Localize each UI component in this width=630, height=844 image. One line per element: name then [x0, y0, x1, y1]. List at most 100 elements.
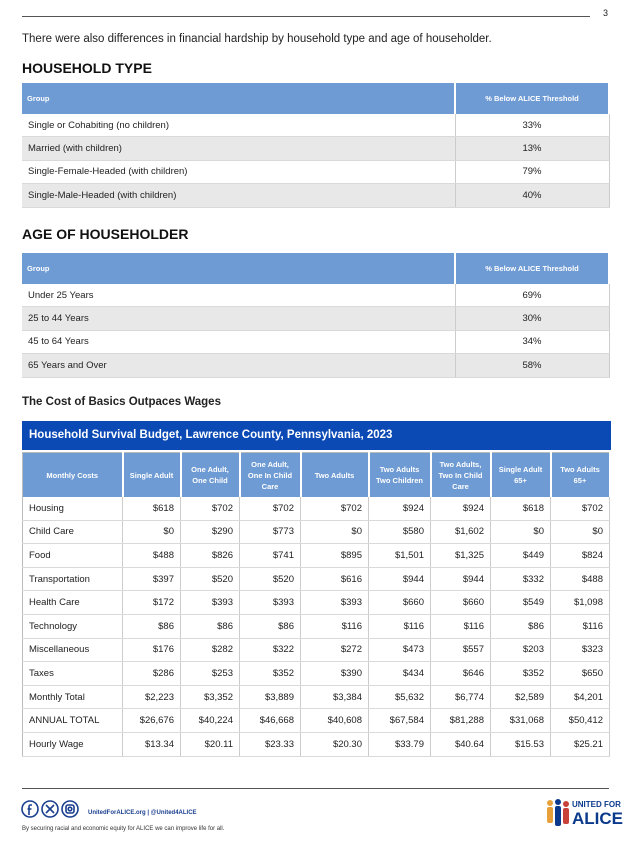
data-table: Group% Below ALICE Threshold Single or Co… [22, 83, 610, 208]
cell-value: $40,608 [300, 708, 369, 733]
cell-value: $580 [368, 520, 431, 545]
row-label: Technology [22, 614, 123, 639]
cell-value: $944 [430, 567, 491, 592]
row-label: Hourly Wage [22, 732, 123, 757]
table-row: Single-Female-Headed (with children) 79% [22, 160, 609, 185]
cell-value: $2,223 [122, 685, 181, 710]
row-label: ANNUAL TOTAL [22, 708, 123, 733]
cell-value: $1,098 [550, 590, 610, 615]
cell-value: $660 [368, 590, 431, 615]
column-header: One Adult, One Child [180, 452, 241, 497]
cell-value: $86 [180, 614, 240, 639]
table-row: Single-Male-Headed (with children) 40% [22, 183, 609, 208]
column-header: Group [22, 83, 456, 114]
table-row: Monthly Total $2,223 $3,352 $3,889 $3,384 $5,… [22, 685, 610, 710]
footer-links: UnitedForALICE.org | @United4ALICE [88, 810, 197, 816]
table-row: Housing $618 $702 $702 $702 $924 $924 $618 $702 [22, 497, 610, 521]
section-heading: The Cost of Basics Outpaces Wages [22, 396, 221, 408]
cell-value: 33% [454, 114, 609, 138]
cell-value: $1,501 [368, 543, 431, 568]
row-label: 45 to 64 Years [22, 330, 455, 355]
cell-value: $5,632 [368, 685, 431, 710]
table-row: Single or Cohabiting (no children) 33% [22, 114, 609, 138]
cell-value: $924 [430, 497, 491, 521]
cell-value: $650 [550, 661, 610, 686]
data-table: Group% Below ALICE Threshold Under 25 Yea… [22, 253, 610, 378]
cell-value: $0 [300, 520, 369, 545]
cell-value: $272 [300, 638, 369, 663]
data-table: Household Survival Budget, Lawrence Coun… [22, 421, 611, 757]
table-row: Technology $86 $86 $86 $116 $116 $116 $86 $116 [22, 614, 610, 639]
cell-value: $488 [122, 543, 181, 568]
cell-value: $23.33 [239, 732, 301, 757]
cell-value: $0 [550, 520, 610, 545]
table-row: Under 25 Years 69% [22, 284, 609, 308]
cell-value: $3,384 [300, 685, 369, 710]
cell-value: $4,201 [550, 685, 610, 710]
intro-text: There were also differences in financial… [22, 33, 492, 45]
cell-value: $449 [490, 543, 551, 568]
cell-value: $0 [122, 520, 181, 545]
table-head: Monthly Costs Single Adult One Adult, One … [22, 452, 611, 497]
cell-value: 34% [454, 330, 609, 355]
cell-value: $13.34 [122, 732, 181, 757]
cell-value: $618 [122, 497, 181, 521]
table-head: Group% Below ALICE Threshold [22, 83, 610, 114]
cell-value: $2,589 [490, 685, 551, 710]
section-heading: HOUSEHOLD TYPE [22, 60, 152, 76]
cell-value: $26,676 [122, 708, 181, 733]
logo-people [547, 799, 569, 826]
cell-value: 58% [454, 353, 609, 378]
cell-value: $3,889 [239, 685, 301, 710]
cell-value: $397 [122, 567, 181, 592]
cell-value: $20.11 [180, 732, 240, 757]
cell-value: $741 [239, 543, 301, 568]
footer-tagline: By securing racial and economic equity f… [22, 826, 225, 832]
column-header: % Below ALICE Threshold [455, 83, 610, 114]
row-label: Housing [22, 497, 123, 521]
cell-value: $253 [180, 661, 240, 686]
cell-value: 30% [454, 306, 609, 331]
cell-value: $557 [430, 638, 491, 663]
row-label: Food [22, 543, 123, 568]
cell-value: $618 [490, 497, 551, 521]
cell-value: $520 [180, 567, 240, 592]
top-rule [22, 16, 590, 17]
table-row: Health Care $172 $393 $393 $393 $660 $660 $549 $… [22, 590, 610, 615]
cell-value: $773 [239, 520, 301, 545]
cell-value: $67,584 [368, 708, 431, 733]
cell-value: $1,325 [430, 543, 491, 568]
cell-value: $702 [300, 497, 369, 521]
cell-value: $172 [122, 590, 181, 615]
logo-text: UNITED FOR [572, 800, 621, 809]
cell-value: $924 [368, 497, 431, 521]
row-label: Child Care [22, 520, 123, 545]
cell-value: $86 [239, 614, 301, 639]
cell-value: $0 [490, 520, 551, 545]
footer-rule [22, 788, 609, 789]
section-heading: AGE OF HOUSEHOLDER [22, 226, 189, 242]
cell-value: $616 [300, 567, 369, 592]
column-header: Group [22, 253, 456, 284]
row-label: Under 25 Years [22, 284, 455, 308]
cell-value: $116 [300, 614, 369, 639]
row-label: Single-Male-Headed (with children) [22, 183, 455, 208]
cell-value: $393 [239, 590, 301, 615]
cell-value: $646 [430, 661, 491, 686]
cell-value: $323 [550, 638, 610, 663]
cell-value: $20.30 [300, 732, 369, 757]
cell-value: $6,774 [430, 685, 491, 710]
row-label: Taxes [22, 661, 123, 686]
cell-value: 69% [454, 284, 609, 308]
cell-value: $826 [180, 543, 240, 568]
table-body: Under 25 Years 69% 25 to 44 Years 30% 45 to … [22, 284, 609, 378]
cell-value: $434 [368, 661, 431, 686]
row-label: Monthly Total [22, 685, 123, 710]
cell-value: $393 [180, 590, 240, 615]
table-title: Household Survival Budget, Lawrence Coun… [22, 421, 611, 452]
table-head: Group% Below ALICE Threshold [22, 253, 610, 284]
cell-value: $322 [239, 638, 301, 663]
header-row: Group% Below ALICE Threshold [22, 253, 610, 284]
cell-value: $1,602 [430, 520, 491, 545]
